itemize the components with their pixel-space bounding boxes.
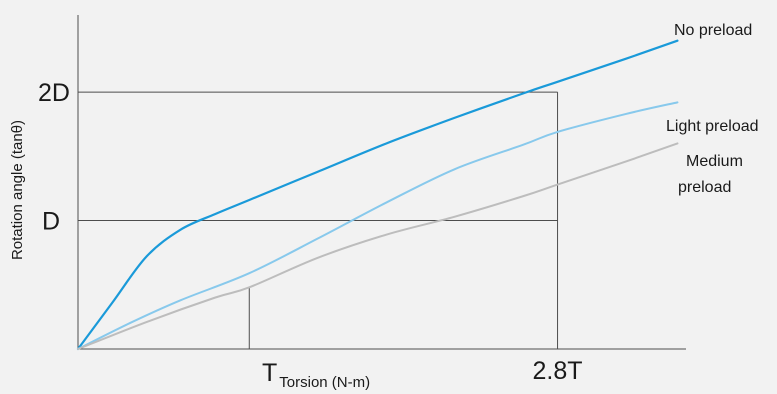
reference-lines <box>78 91 559 349</box>
x-axis-label: Torsion (N-m) <box>279 374 370 391</box>
y-tick-label-d: D <box>42 208 60 236</box>
series-line-no-preload <box>76 39 679 351</box>
legend-light-preload: Light preload <box>666 118 759 135</box>
series-lines <box>76 39 679 351</box>
x-tick-label-2-8t: 2.8T <box>533 357 583 385</box>
legend-medium-preload-line2: preload <box>678 179 731 196</box>
legend-medium-preload-line1: Medium <box>686 153 743 170</box>
x-tick-label-t: T Torsion (N-m) <box>262 359 370 391</box>
x-tick-label-t-main: T <box>262 359 277 387</box>
series-line-light-preload <box>77 101 679 350</box>
y-axis-label: Rotation angle (tanθ) <box>9 120 26 260</box>
legend-no-preload: No preload <box>674 22 752 39</box>
y-tick-label-2d: 2D <box>38 79 70 107</box>
series-line-medium-preload <box>77 142 679 350</box>
